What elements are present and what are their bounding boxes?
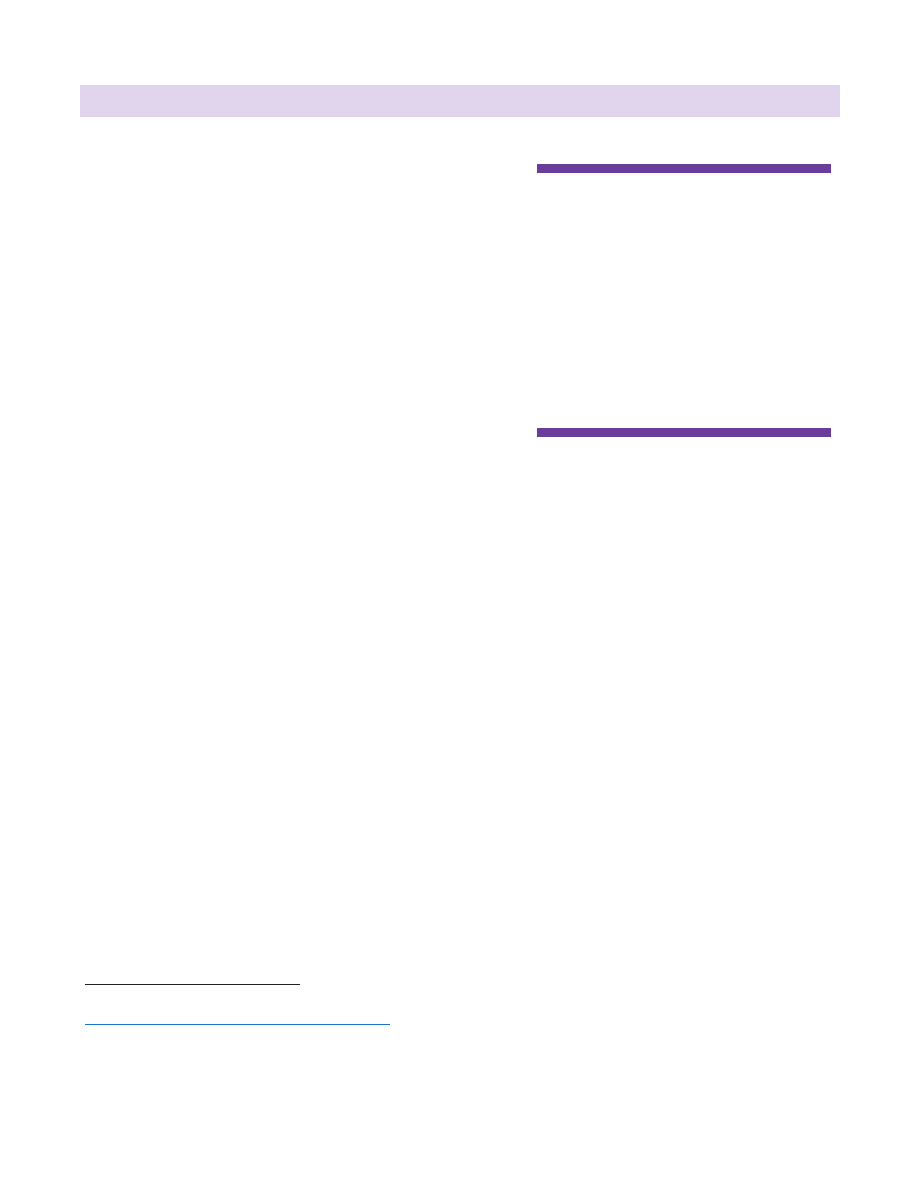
sidebar-top-rule — [537, 164, 831, 173]
footnote-separator — [85, 984, 300, 985]
sidebar-bottom-rule — [537, 428, 831, 437]
footnote-link-underline[interactable] — [85, 1024, 390, 1025]
header-band — [80, 85, 840, 117]
